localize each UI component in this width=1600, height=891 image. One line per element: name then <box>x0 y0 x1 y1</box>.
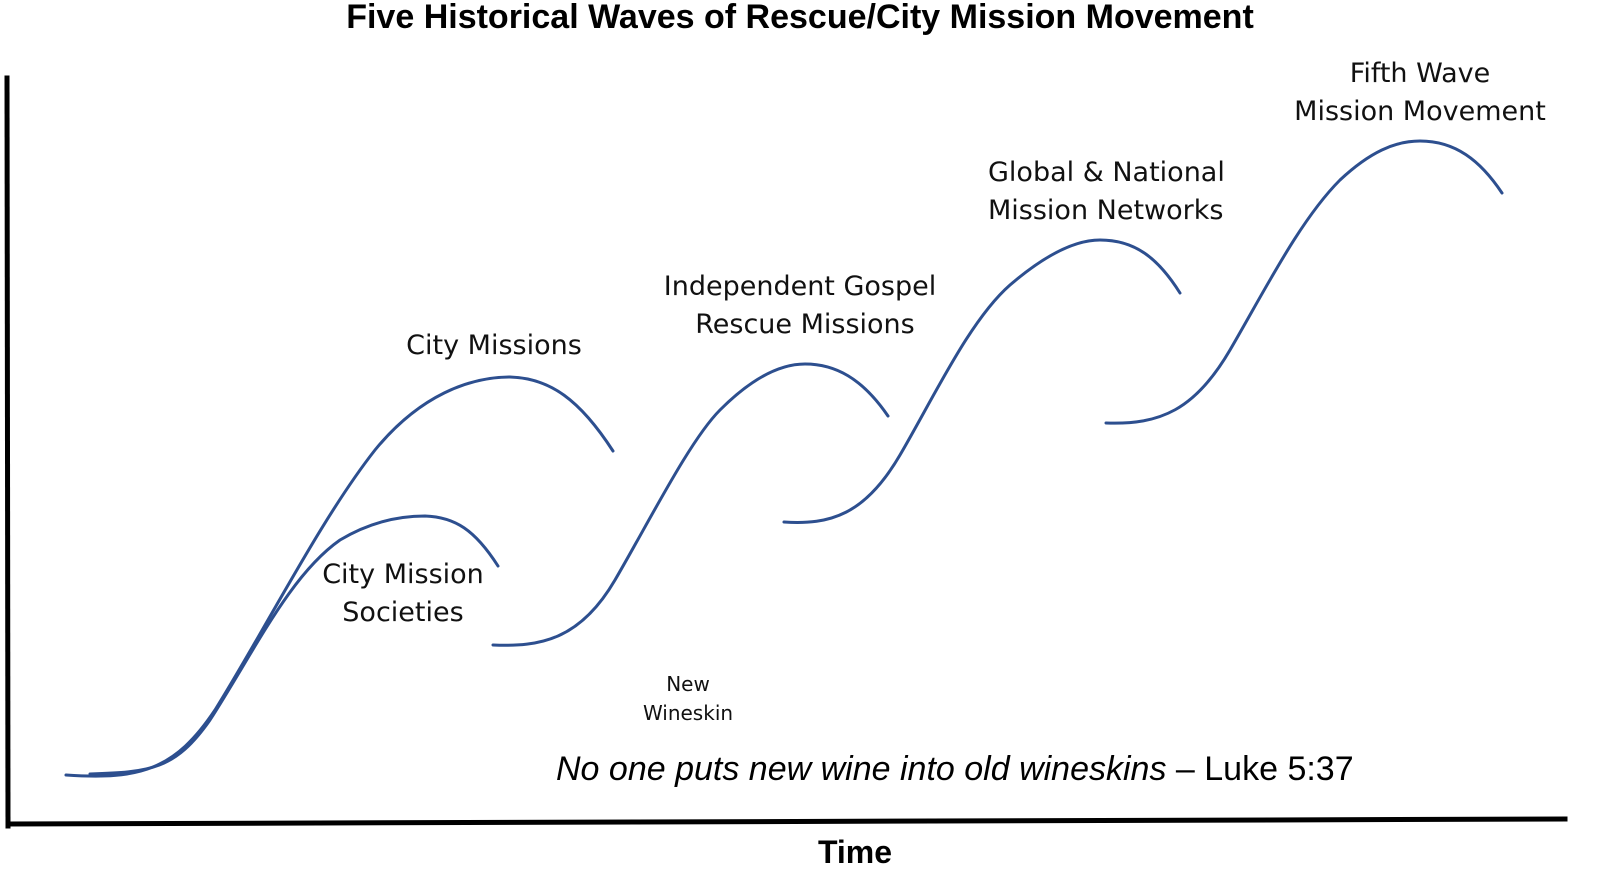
annotation-line: Wineskin <box>642 701 734 725</box>
wave-curve-fifth-wave-mission-movement <box>1104 139 1504 425</box>
wave-label-independent-gospel-rescue-missions: Independent Gospel Rescue Missions <box>640 268 970 344</box>
wave-curve-global-national-mission-networks <box>782 238 1182 524</box>
new-wineskin-annotation: New Wineskin <box>628 670 748 728</box>
y-axis <box>4 75 11 829</box>
diagram-title: Five Historical Waves of Rescue/City Mis… <box>346 0 1254 36</box>
x-axis-title: Time <box>817 834 893 870</box>
wave-curve-city-missions <box>64 375 615 778</box>
wave-label-line: Independent Gospel <box>663 271 937 302</box>
quote-reference: – Luke 5:37 <box>1175 750 1354 788</box>
wave-label-fifth-wave-mission-movement: Fifth Wave Mission Movement <box>1275 55 1565 131</box>
wave-label-line: Mission Movement <box>1294 96 1546 127</box>
wave-label-line: Global & National <box>988 157 1225 188</box>
wave-label-line: Rescue Missions <box>695 309 915 340</box>
wave-label-line: Fifth Wave <box>1349 58 1491 89</box>
wave-label-line: City Mission <box>322 559 484 590</box>
annotation-line: New <box>666 672 710 696</box>
wave-curve-city-mission-societies <box>88 514 500 776</box>
wave-label-city-missions: City Missions <box>384 327 604 365</box>
quote-text: No one puts new wine into old wineskins <box>556 750 1167 788</box>
x-axis <box>5 816 1568 827</box>
wave-curve-independent-gospel-rescue-missions <box>491 362 890 647</box>
wave-label-global-national-mission-networks: Global & National Mission Networks <box>965 154 1265 230</box>
wave-label-line: Societies <box>342 597 464 628</box>
wave-label-line: City Missions <box>406 330 582 361</box>
wave-label-line: Mission Networks <box>988 195 1224 226</box>
scripture-quote: No one puts new wine into old wineskins … <box>556 750 1354 789</box>
wave-label-city-mission-societies: City Mission Societies <box>298 556 508 632</box>
